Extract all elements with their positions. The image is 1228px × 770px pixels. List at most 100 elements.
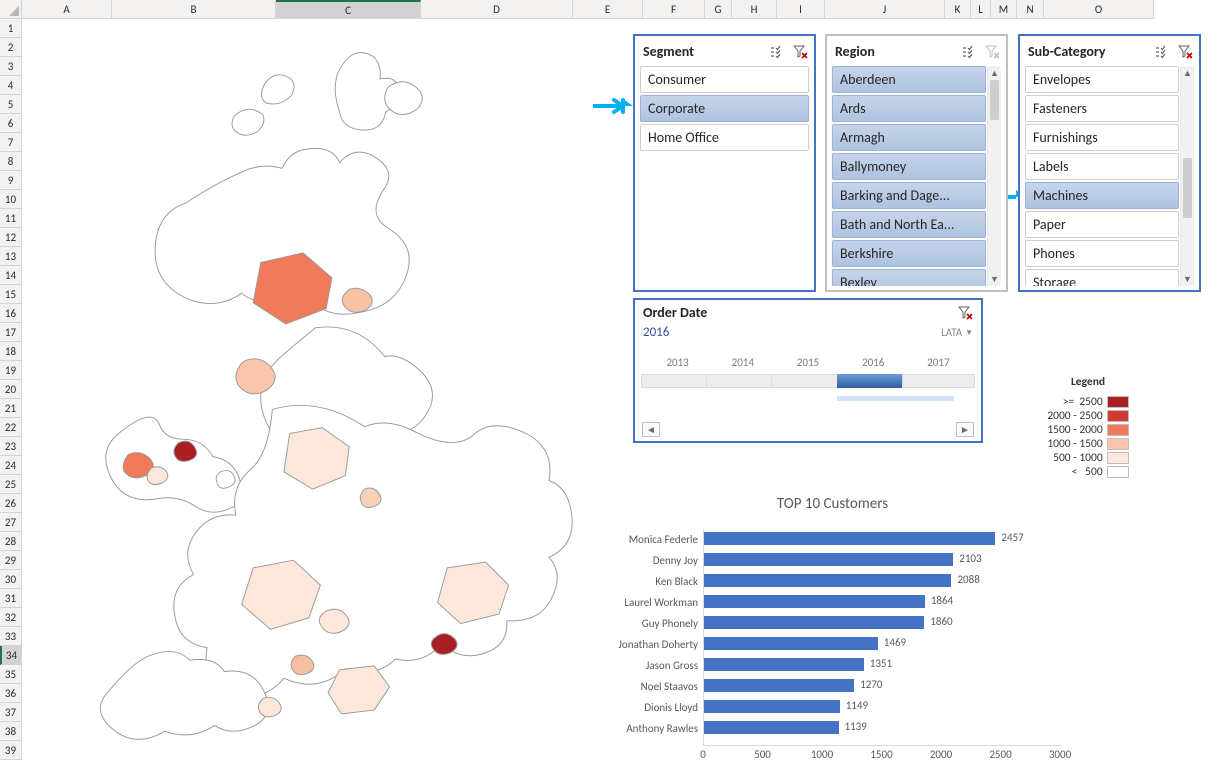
row-header-19[interactable]: 19	[0, 361, 22, 380]
column-header-C[interactable]: C	[276, 0, 421, 18]
row-header-28[interactable]: 28	[0, 532, 22, 551]
bar[interactable]	[703, 679, 854, 692]
column-header-G[interactable]: G	[705, 0, 732, 18]
timeline-period-dropdown[interactable]: LATA▼	[941, 325, 973, 340]
row-header-6[interactable]: 6	[0, 114, 22, 133]
slicer-item[interactable]: Berkshire	[832, 240, 986, 267]
slicer-item[interactable]: Aberdeen	[832, 66, 986, 93]
scroll-up-icon[interactable]: ▲	[988, 66, 1001, 80]
row-header-17[interactable]: 17	[0, 323, 22, 342]
multi-select-icon[interactable]	[962, 44, 978, 60]
row-header-23[interactable]: 23	[0, 437, 22, 456]
map-region[interactable]	[147, 467, 168, 485]
multi-select-icon[interactable]	[1155, 44, 1171, 60]
timeline-scrollbar[interactable]	[837, 396, 954, 401]
map-region[interactable]	[385, 82, 422, 115]
bar[interactable]	[703, 553, 953, 566]
column-header-I[interactable]: I	[777, 0, 825, 18]
row-header-3[interactable]: 3	[0, 57, 22, 76]
scrollbar[interactable]: ▲ ▼	[987, 66, 1001, 286]
row-header-7[interactable]: 7	[0, 133, 22, 152]
clear-filter-icon[interactable]	[792, 44, 808, 60]
row-header-35[interactable]: 35	[0, 665, 22, 684]
slicer-item[interactable]: Armagh	[832, 124, 986, 151]
row-header-4[interactable]: 4	[0, 76, 22, 95]
row-header-16[interactable]: 16	[0, 304, 22, 323]
slicer-item[interactable]: Paper	[1025, 211, 1179, 238]
column-header-O[interactable]: O	[1044, 0, 1154, 18]
bar[interactable]	[703, 637, 878, 650]
slicer-item[interactable]: Bexley	[832, 269, 986, 286]
row-header-15[interactable]: 15	[0, 285, 22, 304]
slicer-item[interactable]: Bath and North Ea...	[832, 211, 986, 238]
row-header-24[interactable]: 24	[0, 456, 22, 475]
slicer-item[interactable]: Phones	[1025, 240, 1179, 267]
slicer-item[interactable]: Ballymoney	[832, 153, 986, 180]
row-header-21[interactable]: 21	[0, 399, 22, 418]
slicer-item[interactable]: Fasteners	[1025, 95, 1179, 122]
slicer-item[interactable]: Furnishings	[1025, 124, 1179, 151]
scrollbar[interactable]: ▲ ▼	[1180, 66, 1194, 286]
multi-select-icon[interactable]	[770, 44, 786, 60]
timeline-scroll-left[interactable]: ◄	[642, 422, 660, 437]
column-header-H[interactable]: H	[732, 0, 777, 18]
slicer-item[interactable]: Ards	[832, 95, 986, 122]
bar[interactable]	[703, 700, 840, 713]
slicer-item[interactable]: Corporate	[640, 95, 809, 122]
column-header-N[interactable]: N	[1017, 0, 1044, 18]
row-header-39[interactable]: 39	[0, 741, 22, 760]
bar[interactable]	[703, 595, 925, 608]
column-header-F[interactable]: F	[643, 0, 705, 18]
bar[interactable]	[703, 616, 924, 629]
top-customers-bar-chart[interactable]: TOP 10 Customers Monica Federle 2457 Den…	[595, 495, 1070, 770]
row-header-37[interactable]: 37	[0, 703, 22, 722]
map-region[interactable]	[258, 697, 281, 716]
bar[interactable]	[703, 658, 864, 671]
timeline-selection[interactable]	[837, 374, 902, 388]
row-header-13[interactable]: 13	[0, 247, 22, 266]
row-header-26[interactable]: 26	[0, 494, 22, 513]
clear-filter-icon[interactable]	[1177, 44, 1193, 60]
row-header-33[interactable]: 33	[0, 627, 22, 646]
slicer-item[interactable]: Home Office	[640, 124, 809, 151]
row-header-1[interactable]: 1	[0, 19, 22, 38]
column-header-E[interactable]: E	[573, 0, 643, 18]
row-header-20[interactable]: 20	[0, 380, 22, 399]
row-header-2[interactable]: 2	[0, 38, 22, 57]
scroll-down-icon[interactable]: ▼	[988, 272, 1001, 286]
map-region[interactable]	[232, 109, 264, 135]
row-header-31[interactable]: 31	[0, 589, 22, 608]
uk-map-chart[interactable]	[40, 30, 620, 760]
row-header-25[interactable]: 25	[0, 475, 22, 494]
scroll-thumb[interactable]	[990, 80, 999, 120]
row-header-10[interactable]: 10	[0, 190, 22, 209]
row-header-12[interactable]: 12	[0, 228, 22, 247]
row-header-34[interactable]: 34	[0, 646, 22, 665]
map-region[interactable]	[236, 359, 275, 394]
slicer-region[interactable]: Region AberdeenArdsArmaghBallymoneyBarki…	[825, 34, 1008, 292]
column-header-D[interactable]: D	[421, 0, 573, 18]
slicer-item[interactable]: Machines	[1025, 182, 1179, 209]
column-header-K[interactable]: K	[945, 0, 971, 18]
timeline-track[interactable]	[641, 374, 975, 388]
scroll-down-icon[interactable]: ▼	[1181, 272, 1194, 286]
row-header-9[interactable]: 9	[0, 171, 22, 190]
slicer-segment[interactable]: Segment ConsumerCorporateHome Office	[633, 34, 816, 292]
slicer-item[interactable]: Envelopes	[1025, 66, 1179, 93]
slicer-item[interactable]: Barking and Dage...	[832, 182, 986, 209]
bar[interactable]	[703, 574, 951, 587]
row-header-36[interactable]: 36	[0, 684, 22, 703]
map-region[interactable]	[261, 75, 294, 104]
row-header-11[interactable]: 11	[0, 209, 22, 228]
scroll-thumb[interactable]	[1183, 158, 1192, 218]
column-header-A[interactable]: A	[22, 0, 112, 18]
row-header-14[interactable]: 14	[0, 266, 22, 285]
timeline-order-date[interactable]: Order Date 2016 LATA▼ 201320142015201620…	[633, 298, 983, 443]
slicer-subcategory[interactable]: Sub-Category EnvelopesFastenersFurnishin…	[1018, 34, 1201, 292]
column-header-B[interactable]: B	[112, 0, 276, 18]
column-header-M[interactable]: M	[991, 0, 1017, 18]
clear-filter-icon[interactable]	[957, 305, 973, 321]
column-header-J[interactable]: J	[825, 0, 945, 18]
map-region[interactable]	[174, 405, 572, 696]
row-header-8[interactable]: 8	[0, 152, 22, 171]
